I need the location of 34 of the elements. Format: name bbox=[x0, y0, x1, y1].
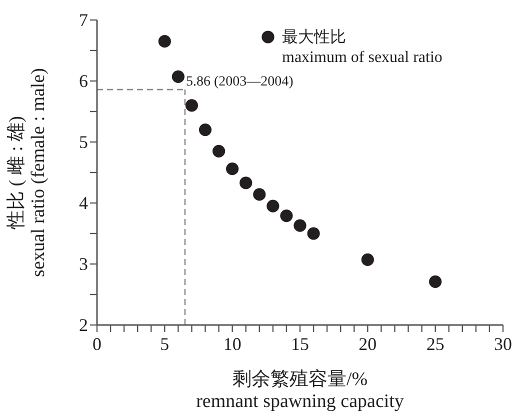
legend-label: maximum of sexual ratio bbox=[282, 49, 442, 66]
point bbox=[185, 99, 198, 112]
y-tick: 6 bbox=[79, 71, 88, 91]
y-tick: 4 bbox=[79, 193, 88, 213]
x-tick: 10 bbox=[223, 334, 242, 354]
point bbox=[198, 124, 212, 136]
point bbox=[253, 188, 266, 201]
point bbox=[294, 219, 306, 232]
y-tick: 2 bbox=[79, 315, 88, 335]
x-title: remnant spawning capacity bbox=[196, 391, 404, 412]
y-tick: 3 bbox=[79, 254, 88, 274]
point bbox=[429, 275, 442, 288]
legend-label: 最大性比 bbox=[282, 29, 346, 46]
point bbox=[212, 144, 226, 158]
x-tick: 30 bbox=[494, 334, 512, 354]
y-title: 性比 ( 雌 : 雄) bbox=[6, 116, 27, 229]
point bbox=[172, 70, 184, 84]
ref-label: 5.86 (2003—2004) bbox=[186, 74, 294, 90]
x-title: 剩余繁殖容量/% bbox=[232, 369, 368, 390]
x-tick: 0 bbox=[92, 334, 102, 354]
point bbox=[307, 227, 320, 240]
point bbox=[266, 200, 280, 212]
x-tick: 25 bbox=[426, 334, 444, 354]
y-tick: 7 bbox=[79, 10, 88, 30]
point bbox=[158, 35, 171, 48]
y-tick: 5 bbox=[79, 132, 88, 152]
x-tick: 15 bbox=[291, 334, 309, 354]
y-title: sexual ratio (female : male) bbox=[28, 68, 49, 277]
point bbox=[226, 162, 239, 176]
x-tick: 5 bbox=[160, 334, 170, 354]
x-tick: 20 bbox=[358, 334, 377, 354]
point bbox=[240, 176, 252, 190]
point bbox=[361, 253, 374, 266]
point bbox=[280, 210, 293, 222]
